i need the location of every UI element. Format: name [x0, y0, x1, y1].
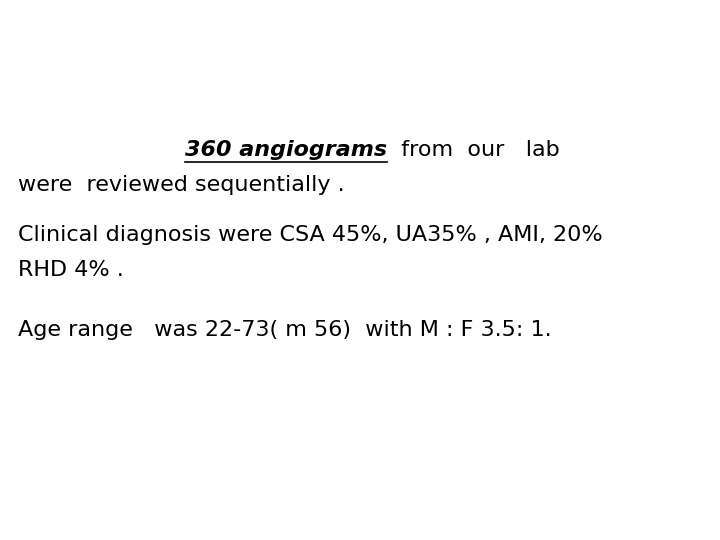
Text: Clinical diagnosis were CSA 45%, UA35% , AMI, 20%: Clinical diagnosis were CSA 45%, UA35% ,… — [18, 225, 603, 245]
Text: 360 angiograms: 360 angiograms — [185, 140, 387, 160]
Text: Age range   was 22-73( m 56)  with M : F 3.5: 1.: Age range was 22-73( m 56) with M : F 3.… — [18, 320, 552, 340]
Text: from  our   lab: from our lab — [387, 140, 560, 160]
Text: were  reviewed sequentially .: were reviewed sequentially . — [18, 175, 345, 195]
Text: RHD 4% .: RHD 4% . — [18, 260, 124, 280]
